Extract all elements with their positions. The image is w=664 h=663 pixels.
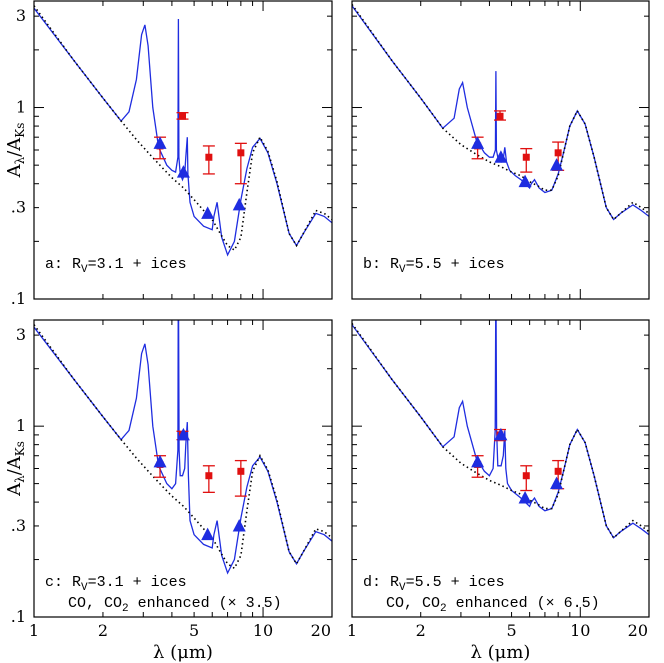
x-tick-label: 2 <box>416 621 426 640</box>
y-tick-label: .1 <box>11 607 26 626</box>
plot-frame <box>351 0 650 300</box>
lutz-point <box>179 112 187 120</box>
model-points <box>471 136 564 188</box>
curves <box>352 4 649 221</box>
x-tick-label: 2 <box>98 621 108 640</box>
x-tick-label: 10 <box>570 621 590 640</box>
y-axis-title: Aλ/AKs <box>4 441 27 497</box>
model-curve <box>352 320 649 539</box>
lutz-point <box>554 467 562 475</box>
x-tick-label: 5 <box>189 621 199 640</box>
y-tick-label: 3 <box>16 6 26 25</box>
plot-frame <box>351 319 650 618</box>
x-ticks <box>33 320 333 617</box>
band-point <box>471 454 485 468</box>
model-curve <box>34 320 332 575</box>
x-tick-label: 1 <box>347 621 357 640</box>
lutz-points <box>154 430 247 497</box>
band-point <box>550 158 564 171</box>
x-tick-label: 1 <box>29 621 39 640</box>
band-point <box>153 136 167 149</box>
baseline-curve <box>34 324 332 570</box>
band-point <box>518 491 532 504</box>
curves <box>34 320 332 575</box>
panel-label: c: RV=3.1 + ices <box>45 574 187 594</box>
band-point <box>153 454 167 468</box>
x-axis-title: λ (μm) <box>471 642 531 663</box>
band-point <box>176 165 190 178</box>
band-point <box>518 174 532 188</box>
panel-label: d: RV=5.5 + ices <box>363 574 505 594</box>
x-axis-title: λ (μm) <box>153 642 213 663</box>
lutz-point <box>522 472 530 480</box>
y-tick-label: 1 <box>16 416 26 435</box>
panel-label: b: RV=5.5 + ices <box>363 256 505 276</box>
band-point <box>232 518 246 532</box>
band-point <box>176 427 190 441</box>
model-curve <box>34 7 332 257</box>
baseline-curve <box>34 5 332 252</box>
lutz-point <box>237 467 245 475</box>
x-ticks <box>351 1 650 299</box>
baseline-curve <box>352 323 649 540</box>
lutz-point <box>522 153 530 161</box>
band-point <box>550 476 564 490</box>
x-tick-label: 20 <box>311 621 331 640</box>
model-points <box>471 427 564 504</box>
band-point <box>494 427 508 441</box>
y-tick-label: 1 <box>16 98 26 117</box>
lutz-point <box>205 153 213 161</box>
lutz-point <box>205 472 213 480</box>
x-tick-label: 10 <box>253 621 273 640</box>
y-tick-label: .3 <box>11 516 26 535</box>
x-tick-label: 5 <box>506 621 516 640</box>
x-ticks <box>33 1 333 299</box>
model-curve <box>352 5 649 221</box>
band-point <box>201 527 215 541</box>
model-points <box>153 136 246 219</box>
band-point <box>201 206 215 219</box>
model-points <box>153 427 246 541</box>
y-ticks <box>352 334 649 618</box>
curves <box>34 5 332 257</box>
panel-label-line2: CO, CO2 enhanced (× 3.5) <box>68 595 282 615</box>
plot-frame <box>33 319 333 618</box>
band-point <box>494 150 508 163</box>
lutz-point <box>237 149 245 157</box>
panel-label: a: RV=3.1 + ices <box>45 256 187 276</box>
plot-frame <box>33 0 333 300</box>
band-point <box>232 197 246 211</box>
panel-b: b: RV=5.5 + ices <box>351 0 650 300</box>
band-point <box>471 136 485 149</box>
lutz-points <box>471 110 565 173</box>
panel-a: a: RV=3.1 + ices <box>33 0 333 300</box>
lutz-point <box>554 149 562 157</box>
panel-label-line2: CO, CO2 enhanced (× 6.5) <box>386 595 600 615</box>
y-tick-label: .3 <box>11 198 26 217</box>
x-ticks <box>351 320 650 617</box>
baseline-curve <box>352 4 649 221</box>
lutz-point <box>496 112 504 120</box>
y-axis-title: Aλ/AKs <box>4 123 27 179</box>
curves <box>352 320 649 540</box>
x-tick-label: 20 <box>628 621 648 640</box>
lutz-points <box>471 428 565 492</box>
y-ticks <box>352 15 649 300</box>
y-tick-label: .1 <box>11 289 26 308</box>
y-tick-label: 3 <box>16 325 26 344</box>
lutz-points <box>154 112 247 185</box>
